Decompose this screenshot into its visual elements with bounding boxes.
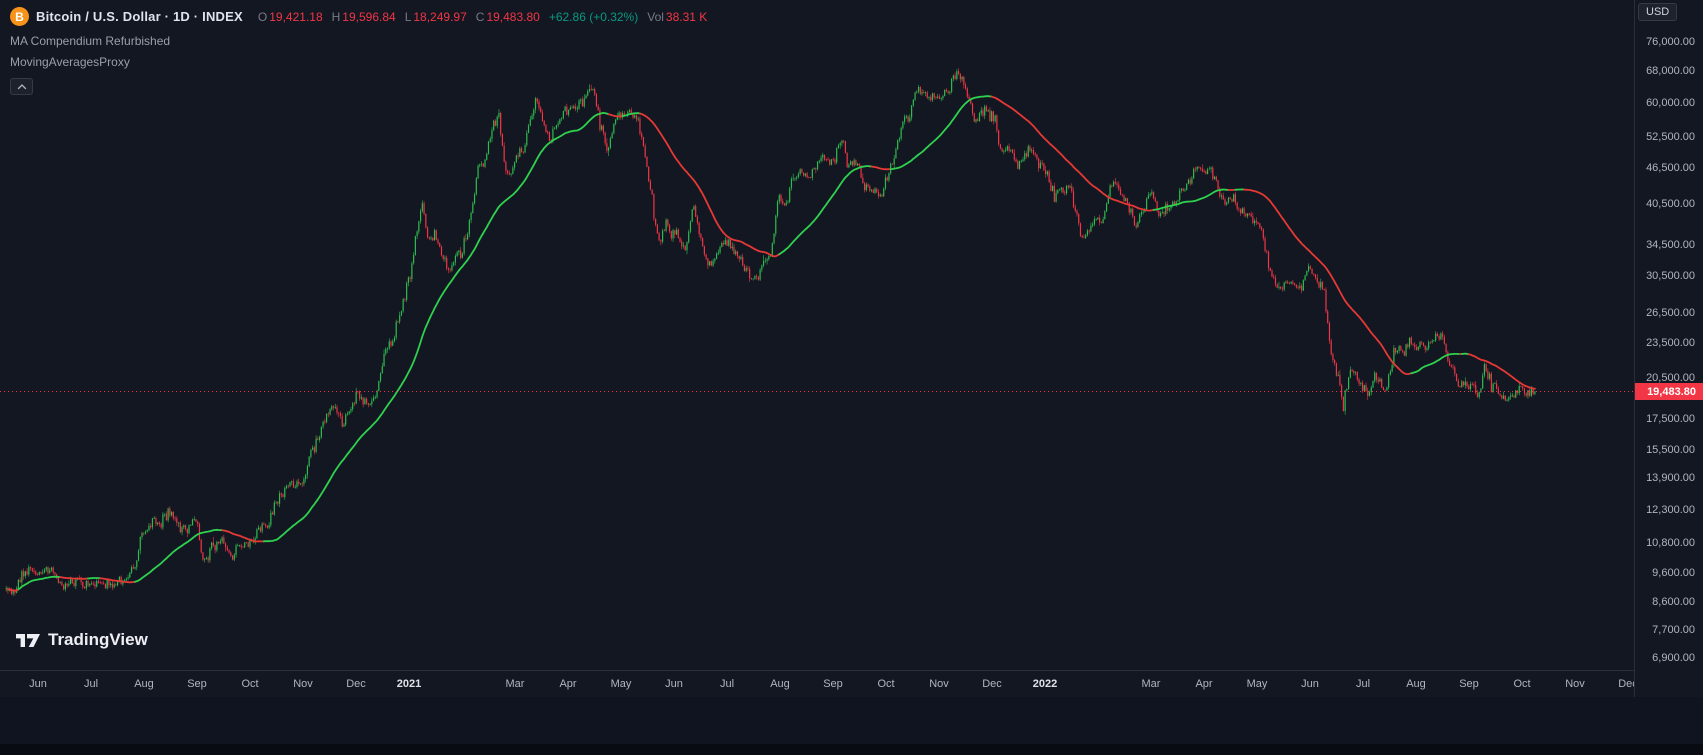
- time-month-label: Nov: [293, 678, 313, 690]
- time-month-label: Jun: [665, 678, 683, 690]
- price-tick-label: 8,600.00: [1652, 595, 1695, 608]
- close-label: C: [475, 9, 485, 24]
- chevron-up-icon: [17, 83, 26, 89]
- high-label: H: [331, 9, 341, 24]
- time-month-label: Sep: [1459, 678, 1479, 690]
- price-tick-label: 52,500.00: [1646, 131, 1695, 143]
- price-axis[interactable]: USD 19,483.80 76,000.00 68,000.00 60,000.0…: [1634, 0, 1703, 697]
- indicator-moving-averages-proxy[interactable]: MovingAveragesProxy: [10, 55, 130, 69]
- time-axis[interactable]: Jun Jul Aug Sep Oct Nov Dec 2021 Mar Apr May Jun Jul…: [0, 670, 1634, 697]
- tradingview-mark-icon: [16, 633, 40, 647]
- last-price-badge: 19,483.80: [1635, 383, 1703, 400]
- change-value: +62.86 (+0.32%): [548, 9, 639, 24]
- symbol-row: B Bitcoin / U.S. Dollar · 1D · INDEX O 19…: [10, 6, 707, 27]
- open-label: O: [257, 9, 268, 24]
- price-tick-label: 46,500.00: [1646, 162, 1695, 175]
- time-month-label: Apr: [1195, 678, 1213, 690]
- ohlc-values: O 19,421.18 H 19,596.84 L 18,249.97 C 19,483…: [258, 10, 707, 24]
- price-tick-label: 9,600.00: [1652, 567, 1695, 580]
- indicator-ma-compendium[interactable]: MA Compendium Refurbished: [10, 34, 171, 48]
- time-month-label: Aug: [1406, 678, 1426, 690]
- time-month-label: Sep: [823, 678, 843, 690]
- volume-label: Vol: [647, 9, 664, 24]
- price-tick-label: 34,500.00: [1646, 238, 1695, 251]
- price-tick-label: 40,500.00: [1646, 197, 1695, 210]
- collapse-indicators-button[interactable]: [10, 78, 33, 95]
- price-tick-label: 76,000.00: [1646, 36, 1695, 48]
- bitcoin-icon: B: [10, 7, 29, 26]
- close-value: 19,483.80: [486, 9, 540, 24]
- time-month-label: Jul: [719, 678, 735, 690]
- time-year-label: 2021: [396, 678, 422, 690]
- bottom-edge-bar: [0, 744, 1703, 755]
- price-tick-label: 15,500.00: [1646, 444, 1695, 457]
- time-month-label: Dec: [1618, 678, 1634, 690]
- price-tick-label: 20,500.00: [1646, 372, 1695, 385]
- price-tick-label: 26,500.00: [1646, 306, 1695, 319]
- price-tick-label: 13,900.00: [1646, 472, 1695, 485]
- time-month-label: Dec: [346, 678, 366, 690]
- time-month-label: Oct: [877, 678, 895, 690]
- time-month-label: Jun: [1301, 678, 1319, 690]
- time-month-label: May: [1246, 678, 1268, 690]
- time-month-label: Jul: [83, 678, 99, 690]
- time-month-label: Oct: [241, 678, 259, 690]
- time-month-label: Aug: [134, 678, 154, 690]
- time-month-label: Mar: [505, 678, 525, 690]
- time-month-label: Aug: [770, 678, 790, 690]
- price-tick-label: 6,900.00: [1652, 652, 1695, 664]
- price-tick-label: 12,300.00: [1646, 503, 1695, 516]
- time-month-label: Jul: [1355, 678, 1371, 690]
- price-tick-label: 10,800.00: [1646, 537, 1695, 549]
- high-value: 19,596.84: [342, 9, 396, 24]
- price-tick-label: 68,000.00: [1646, 64, 1695, 77]
- currency-usd-button[interactable]: USD: [1638, 3, 1678, 21]
- time-month-label: Apr: [559, 678, 577, 690]
- price-tick-label: 60,000.00: [1646, 96, 1695, 109]
- time-month-label: Sep: [187, 678, 207, 690]
- volume-value: 38.31 K: [665, 9, 708, 24]
- chart-legend: B Bitcoin / U.S. Dollar · 1D · INDEX O 19…: [10, 6, 707, 95]
- time-month-label: Mar: [1141, 678, 1161, 690]
- tradingview-logo[interactable]: TradingView: [16, 630, 148, 650]
- price-tick-label: 30,500.00: [1646, 270, 1695, 283]
- time-month-label: May: [610, 678, 632, 690]
- time-month-label: Oct: [1513, 678, 1531, 690]
- price-tick-label: 23,500.00: [1646, 337, 1695, 350]
- low-label: L: [404, 9, 412, 24]
- open-value: 19,421.18: [269, 9, 323, 24]
- time-month-label: Dec: [982, 678, 1002, 690]
- time-month-label: Nov: [1565, 678, 1585, 690]
- symbol-title[interactable]: Bitcoin / U.S. Dollar · 1D · INDEX: [36, 9, 243, 24]
- price-tick-label: 7,700.00: [1652, 623, 1695, 636]
- time-month-label: Jun: [29, 678, 47, 690]
- tradingview-logo-text: TradingView: [48, 630, 148, 649]
- time-year-label: 2022: [1032, 678, 1058, 690]
- low-value: 18,249.97: [413, 9, 467, 24]
- price-tick-label: 17,500.00: [1646, 413, 1695, 425]
- time-month-label: Nov: [929, 678, 949, 690]
